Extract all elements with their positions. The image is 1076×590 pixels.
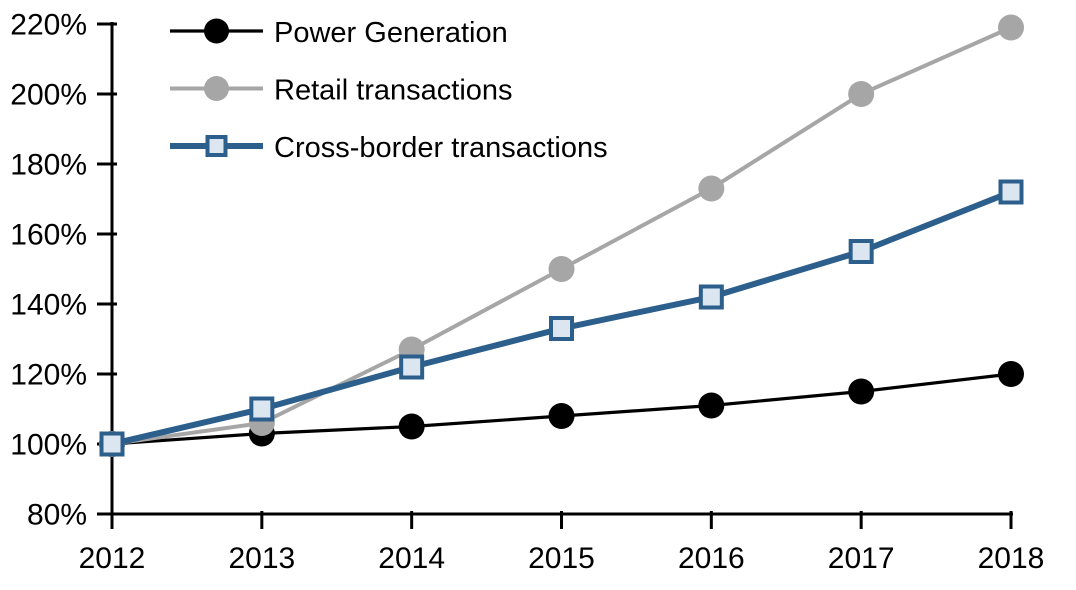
y-axis-tick-label: 220%: [10, 9, 87, 42]
data-point-marker: [548, 256, 575, 282]
y-axis-tick-label: 200%: [10, 79, 87, 112]
data-point-marker: [548, 403, 575, 429]
y-axis-tick-label: 100%: [10, 429, 87, 462]
y-axis-tick-label: 160%: [10, 219, 87, 252]
data-point-marker: [698, 175, 725, 202]
y-axis-tick-label: 120%: [10, 359, 87, 392]
x-axis-tick-label: 2013: [228, 542, 295, 575]
y-axis-tick-label: 140%: [10, 289, 87, 322]
x-axis-tick-label: 2017: [828, 542, 895, 575]
data-point-marker: [848, 378, 875, 405]
x-axis-tick-label: 2015: [528, 542, 595, 575]
legend-label: Retail transactions: [274, 75, 513, 107]
data-point-marker: [998, 179, 1024, 205]
x-axis-tick-label: 2018: [978, 542, 1045, 575]
data-point-marker: [99, 431, 125, 457]
data-point-marker: [249, 396, 275, 422]
data-point-marker: [398, 413, 425, 440]
data-point-marker: [998, 14, 1024, 41]
x-axis-tick-label: 2014: [378, 542, 445, 575]
data-point-marker: [549, 316, 574, 341]
data-point-marker: [848, 81, 875, 107]
legend-marker: [205, 135, 228, 157]
x-axis-tick-label: 2016: [678, 542, 745, 575]
data-point-marker: [848, 239, 874, 264]
y-axis-tick-label: 180%: [10, 149, 87, 182]
legend-marker: [204, 18, 229, 44]
data-point-marker: [399, 354, 425, 380]
data-point-marker: [998, 361, 1024, 387]
data-point-marker: [698, 392, 725, 419]
data-point-marker: [698, 284, 724, 310]
legend-marker: [204, 76, 229, 101]
legend-label: Power Generation: [274, 17, 508, 49]
legend-label: Cross-border transactions: [274, 132, 608, 164]
x-axis-tick-label: 2012: [79, 542, 146, 575]
y-axis-tick-label: 80%: [27, 499, 87, 532]
